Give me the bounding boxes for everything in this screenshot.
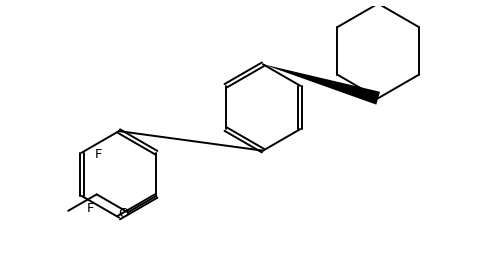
Text: F: F <box>95 148 102 161</box>
Text: F: F <box>87 202 94 215</box>
Polygon shape <box>263 64 380 105</box>
Text: O: O <box>119 207 129 220</box>
